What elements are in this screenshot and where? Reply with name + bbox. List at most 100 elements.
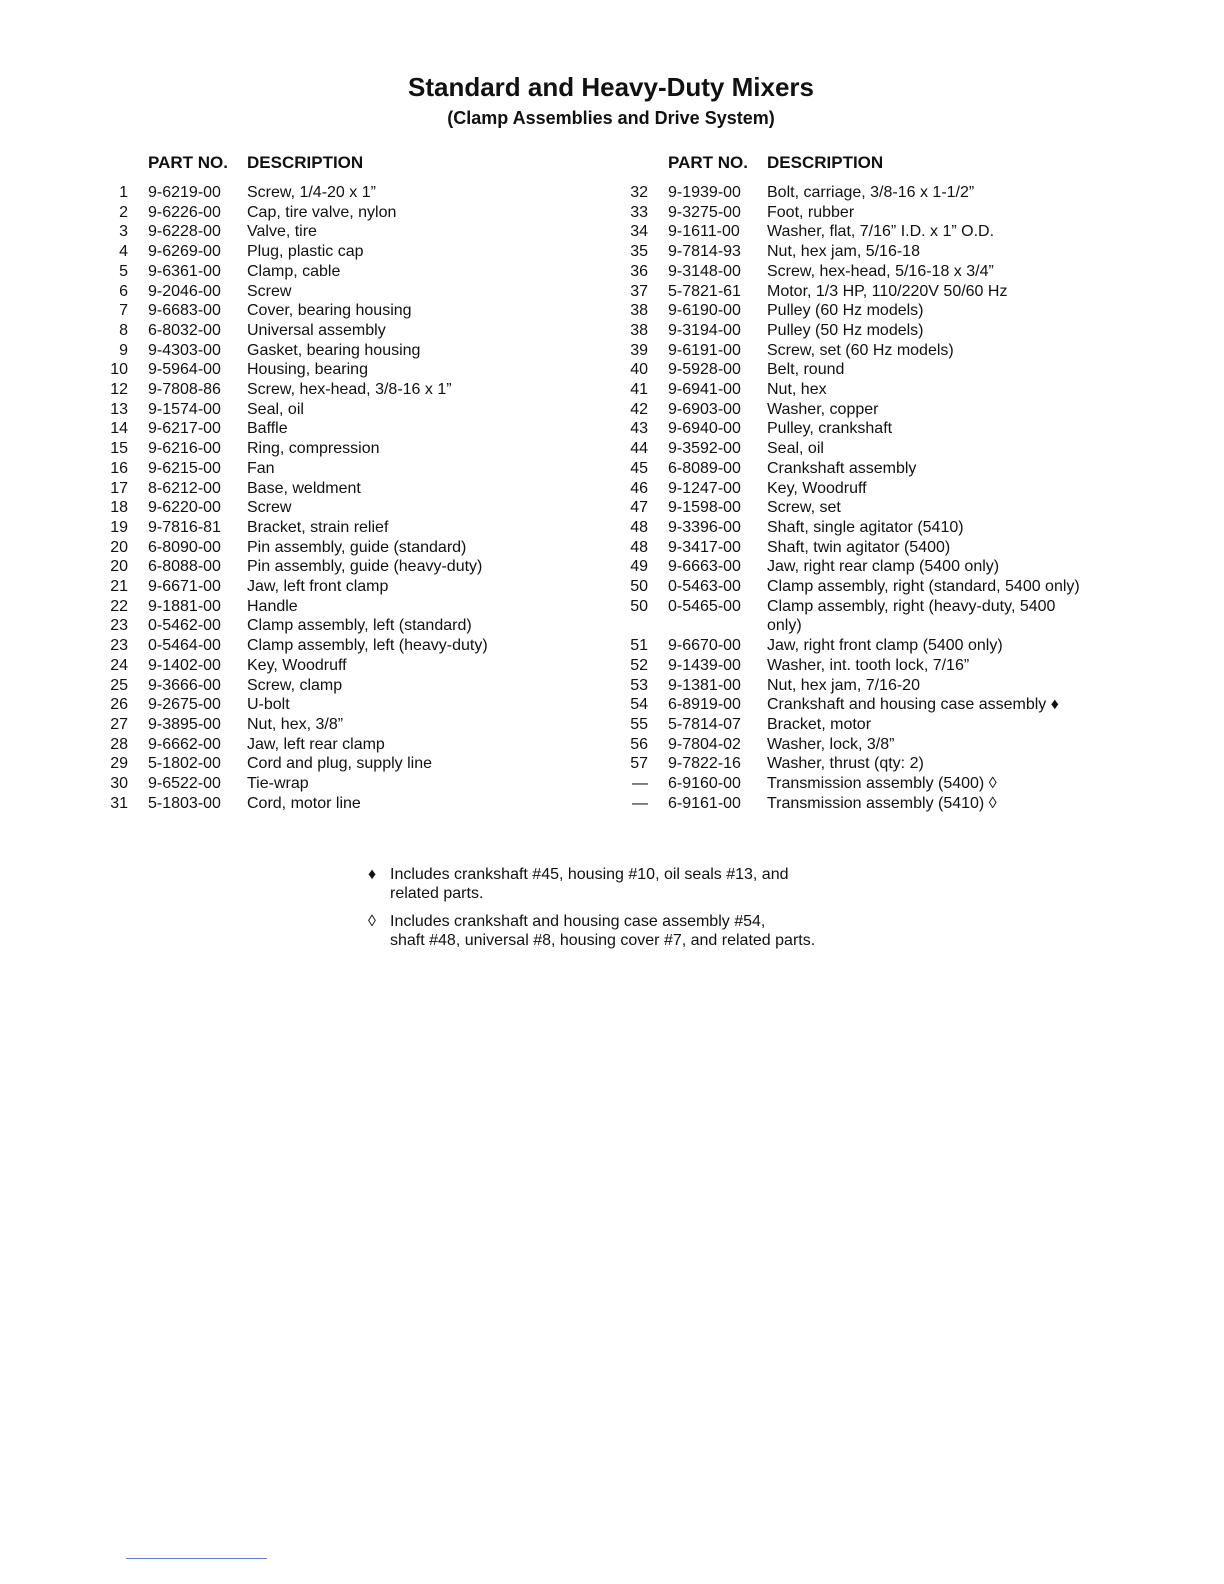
part-number: 9-1402-00 xyxy=(148,656,221,674)
table-row: 20 6-8088-00 Pin assembly, guide (heavy-du… xyxy=(92,557,488,577)
table-row: — 6-9160-00 Transmission assembly (5400) ◊ xyxy=(612,774,1080,794)
table-row: 25 9-3666-00 Screw, clamp xyxy=(92,676,488,696)
table-row: 21 9-6671-00 Jaw, left front clamp xyxy=(92,577,488,597)
part-description: Screw xyxy=(247,499,292,517)
part-description: Screw, set (60 Hz models) xyxy=(767,341,954,359)
item-number: 18 xyxy=(110,499,128,517)
item-number: 48 xyxy=(630,518,648,536)
page-subtitle: (Clamp Assemblies and Drive System) xyxy=(447,108,775,128)
item-number: 7 xyxy=(119,302,128,320)
part-description: Crankshaft and housing case assembly ♦ xyxy=(767,696,1059,714)
part-number: 9-7822-16 xyxy=(668,755,741,773)
table-row: 38 9-6190-00 Pulley (60 Hz models) xyxy=(612,301,1080,321)
part-description: Ring, compression xyxy=(247,440,380,458)
item-number: 15 xyxy=(110,440,128,458)
part-description: Screw, set xyxy=(767,499,841,517)
part-number: 9-1611-00 xyxy=(668,223,740,241)
item-number: 20 xyxy=(110,558,128,576)
item-number: 38 xyxy=(630,302,648,320)
item-number: — xyxy=(632,775,648,793)
footnote: ◊ Includes crankshaft and housing case a… xyxy=(368,912,815,950)
part-description: Tie-wrap xyxy=(247,775,309,793)
part-number: 9-6191-00 xyxy=(668,341,741,359)
part-description: Foot, rubber xyxy=(767,203,855,221)
table-row: 33 9-3275-00 Foot, rubber xyxy=(612,203,1080,223)
part-description: Clamp assembly, left (heavy-duty) xyxy=(247,637,488,655)
part-number: 6-8089-00 xyxy=(668,459,741,477)
part-number: 9-1598-00 xyxy=(668,499,741,517)
part-number: 0-5464-00 xyxy=(148,637,221,655)
item-number: 34 xyxy=(630,223,648,241)
table-row: 15 9-6216-00 Ring, compression xyxy=(92,439,488,459)
part-number: 6-9161-00 xyxy=(668,794,741,812)
item-number: 17 xyxy=(110,479,128,497)
part-description: Crankshaft assembly xyxy=(767,459,917,477)
part-number: 9-6670-00 xyxy=(668,637,741,655)
part-description: Key, Woodruff xyxy=(767,479,867,497)
part-number: 9-6662-00 xyxy=(148,735,221,753)
table-row: 2 9-6226-00 Cap, tire valve, nylon xyxy=(92,203,488,223)
table-row: 52 9-1439-00 Washer, int. tooth lock, 7/16… xyxy=(612,656,1080,676)
part-number: 9-6361-00 xyxy=(148,262,221,280)
item-number: 1 xyxy=(119,184,128,201)
part-description: Jaw, right rear clamp (5400 only) xyxy=(767,558,1000,576)
part-description: Belt, round xyxy=(767,361,845,379)
item-number: 31 xyxy=(110,794,128,812)
part-number: 9-3592-00 xyxy=(668,440,741,458)
part-description: Washer, lock, 3/8” xyxy=(767,735,895,753)
item-number: 44 xyxy=(630,440,648,458)
table-row: 17 8-6212-00 Base, weldment xyxy=(92,479,488,499)
part-description: Plug, plastic cap xyxy=(247,243,364,261)
item-number: 4 xyxy=(119,243,128,261)
table-row: 16 9-6215-00 Fan xyxy=(92,459,488,479)
table-row: 27 9-3895-00 Nut, hex, 3/8” xyxy=(92,715,488,735)
table-row: 4 9-6269-00 Plug, plastic cap xyxy=(92,242,488,262)
item-number: 47 xyxy=(630,499,648,517)
part-number: 6-8090-00 xyxy=(148,538,221,556)
part-number: 9-7814-93 xyxy=(668,243,741,261)
item-number: 2 xyxy=(119,203,128,221)
item-number: 32 xyxy=(630,184,648,201)
divider-line xyxy=(126,1558,267,1559)
item-number: 38 xyxy=(630,321,648,339)
part-description: Fan xyxy=(247,459,275,477)
footnote: ♦ Includes crankshaft #45, housing #10, … xyxy=(368,865,815,903)
table-row: 19 9-7816-81 Bracket, strain relief xyxy=(92,518,488,538)
part-description: Baffle xyxy=(247,420,288,438)
item-number: 22 xyxy=(110,597,128,615)
part-number: 9-6903-00 xyxy=(668,400,741,418)
part-description: Clamp assembly, right (standard, 5400 on… xyxy=(767,578,1080,596)
part-description: Cap, tire valve, nylon xyxy=(247,203,397,221)
part-number: 9-5928-00 xyxy=(668,361,741,379)
table-row: 44 9-3592-00 Seal, oil xyxy=(612,439,1080,459)
table-row: 56 9-7804-02 Washer, lock, 3/8” xyxy=(612,735,1080,755)
part-description: Washer, int. tooth lock, 7/16” xyxy=(767,656,970,674)
footnote-text: Includes crankshaft and housing case ass… xyxy=(390,913,816,949)
table-row: 26 9-2675-00 U-bolt xyxy=(92,695,488,715)
item-number: 20 xyxy=(110,538,128,556)
table-row: 37 5-7821-61 Motor, 1/3 HP, 110/220V 50/60… xyxy=(612,282,1080,302)
part-number: 9-6215-00 xyxy=(148,459,221,477)
item-number: 42 xyxy=(630,400,648,418)
part-description: Nut, hex jam, 7/16-20 xyxy=(767,676,920,694)
table-row: 12 9-7808-86 Screw, hex-head, 3/8-16 x 1” xyxy=(92,380,488,400)
item-number: 57 xyxy=(630,755,648,773)
part-description: Universal assembly xyxy=(247,321,386,339)
part-number: 9-3417-00 xyxy=(668,538,741,556)
item-number: 50 xyxy=(630,597,648,615)
item-number: 39 xyxy=(630,341,648,359)
part-number: 9-6220-00 xyxy=(148,499,221,517)
part-number: 9-6671-00 xyxy=(148,578,221,596)
part-number: 9-6522-00 xyxy=(148,775,221,793)
part-number: 9-1939-00 xyxy=(668,184,741,201)
table-row: 43 9-6940-00 Pulley, crankshaft xyxy=(612,419,1080,439)
table-row: 36 9-3148-00 Screw, hex-head, 5/16-18 x 3/… xyxy=(612,262,1080,282)
part-number: 0-5462-00 xyxy=(148,617,221,635)
table-row: 5 9-6361-00 Clamp, cable xyxy=(92,262,488,282)
table-row: 10 9-5964-00 Housing, bearing xyxy=(92,360,488,380)
part-description: Transmission assembly (5410) ◊ xyxy=(767,794,997,812)
table-row: 48 9-3396-00 Shaft, single agitator (5410) xyxy=(612,518,1080,538)
table-row: 14 9-6217-00 Baffle xyxy=(92,419,488,439)
part-number: 9-3396-00 xyxy=(668,518,741,536)
part-description: Base, weldment xyxy=(247,479,361,497)
